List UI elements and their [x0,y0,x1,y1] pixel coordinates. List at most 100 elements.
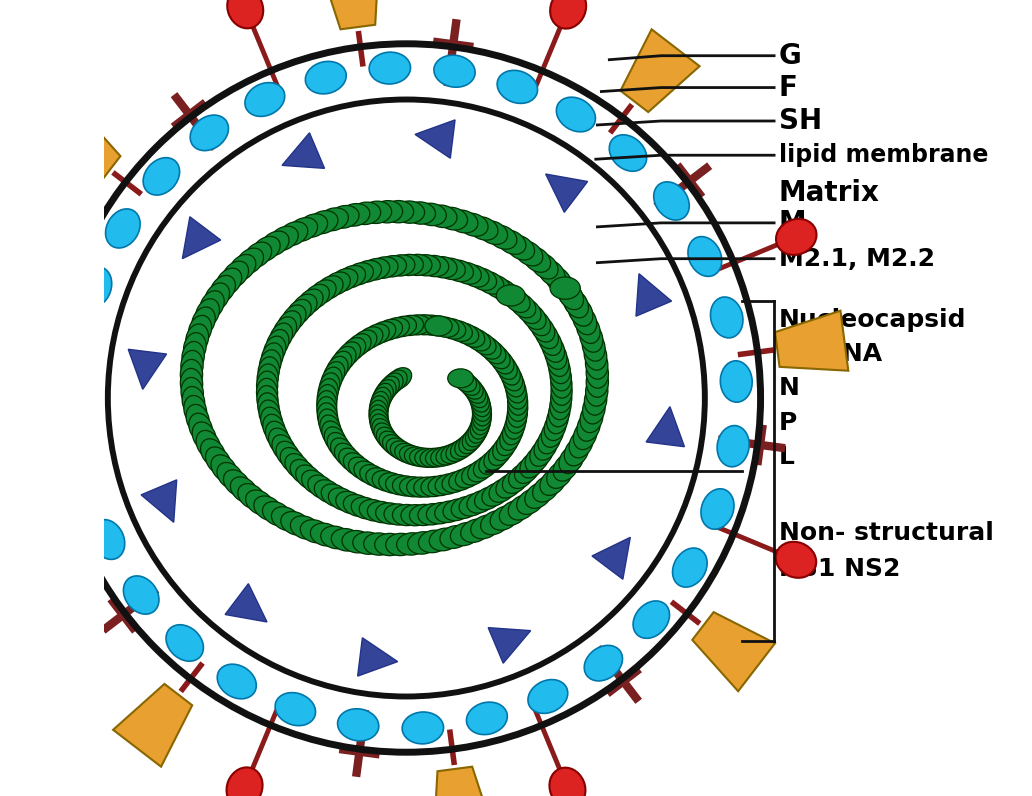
Ellipse shape [298,214,327,237]
Text: F: F [779,73,798,102]
Ellipse shape [558,282,583,310]
Ellipse shape [549,767,585,796]
Ellipse shape [329,351,352,377]
Ellipse shape [276,441,300,467]
Ellipse shape [539,259,565,286]
Ellipse shape [585,376,608,406]
Ellipse shape [563,289,588,317]
Polygon shape [282,133,324,169]
Ellipse shape [609,135,647,171]
Ellipse shape [489,478,516,502]
Ellipse shape [319,208,349,231]
Ellipse shape [369,409,389,435]
Ellipse shape [353,260,382,283]
Ellipse shape [361,259,390,280]
Ellipse shape [200,291,224,319]
Ellipse shape [436,474,462,494]
Ellipse shape [394,201,424,223]
Ellipse shape [279,222,308,246]
Ellipse shape [488,225,517,249]
Ellipse shape [425,448,451,467]
Polygon shape [488,627,530,663]
Ellipse shape [486,345,510,369]
Ellipse shape [363,533,394,555]
Ellipse shape [310,280,336,304]
Ellipse shape [471,515,499,539]
Ellipse shape [496,474,522,498]
Ellipse shape [584,385,607,416]
Ellipse shape [525,482,552,509]
Ellipse shape [482,340,506,364]
Ellipse shape [542,419,563,447]
Ellipse shape [386,255,415,276]
Ellipse shape [688,236,721,276]
Ellipse shape [507,236,535,260]
Ellipse shape [545,341,567,369]
Ellipse shape [469,268,496,291]
Ellipse shape [377,427,398,450]
Ellipse shape [550,277,580,299]
Ellipse shape [401,505,429,526]
Ellipse shape [526,310,551,336]
Ellipse shape [257,364,279,392]
Polygon shape [358,638,397,676]
Ellipse shape [538,427,560,454]
Ellipse shape [204,283,229,311]
Ellipse shape [321,367,342,394]
Ellipse shape [411,314,438,335]
Ellipse shape [252,236,280,262]
Ellipse shape [285,454,310,479]
Ellipse shape [459,326,485,347]
Ellipse shape [577,412,601,441]
Ellipse shape [506,377,526,403]
Ellipse shape [318,403,337,430]
Ellipse shape [354,461,380,483]
Ellipse shape [418,315,445,335]
Ellipse shape [329,205,359,228]
Ellipse shape [550,391,571,419]
Ellipse shape [472,396,491,421]
Ellipse shape [496,430,518,455]
Ellipse shape [466,490,494,513]
Text: SS RNA: SS RNA [779,342,882,366]
Text: SH: SH [779,107,823,135]
Ellipse shape [237,484,265,509]
Ellipse shape [582,331,605,361]
Ellipse shape [416,203,446,225]
Ellipse shape [217,664,256,699]
Ellipse shape [421,476,448,497]
Ellipse shape [367,501,396,523]
Ellipse shape [550,0,586,29]
Ellipse shape [539,328,561,355]
Ellipse shape [105,209,140,248]
Ellipse shape [410,505,439,525]
Ellipse shape [216,268,241,295]
Ellipse shape [452,323,479,344]
Ellipse shape [333,346,356,371]
Ellipse shape [453,263,481,284]
Ellipse shape [282,305,307,331]
Ellipse shape [369,257,398,279]
Ellipse shape [410,448,436,467]
Ellipse shape [230,477,258,503]
Ellipse shape [407,477,433,498]
Ellipse shape [466,384,488,408]
Ellipse shape [528,680,568,713]
Ellipse shape [535,433,557,460]
Ellipse shape [392,476,420,496]
Ellipse shape [477,271,504,294]
Ellipse shape [405,447,430,466]
Ellipse shape [263,336,286,364]
Text: P: P [779,411,797,435]
Ellipse shape [363,324,389,345]
Ellipse shape [432,317,459,338]
Ellipse shape [181,350,203,380]
Ellipse shape [426,502,455,524]
Ellipse shape [547,461,573,489]
Ellipse shape [383,201,414,223]
Ellipse shape [525,446,549,472]
Ellipse shape [530,253,558,279]
Ellipse shape [551,369,572,398]
Ellipse shape [317,391,336,418]
Ellipse shape [464,380,486,404]
